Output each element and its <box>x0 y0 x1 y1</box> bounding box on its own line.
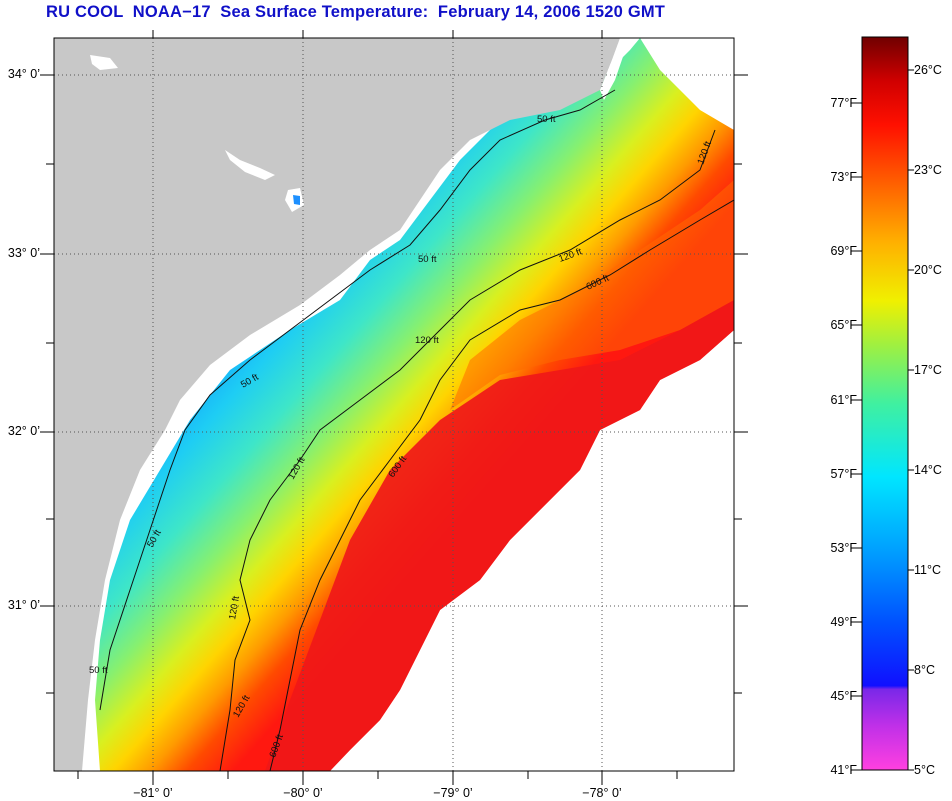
lat-label: 32° 0’ <box>7 424 40 438</box>
colorbar-f-label: 49°F <box>830 615 857 629</box>
colorbar-ramp <box>861 36 909 771</box>
colorbar-c-label: 23°C <box>914 163 942 177</box>
contour-120ft <box>219 129 716 771</box>
axis-ticks <box>40 30 748 785</box>
colorbar-c-label: 26°C <box>914 63 942 77</box>
land <box>54 38 620 771</box>
colorbar-f-label: 61°F <box>830 393 857 407</box>
colorbar-f-label: 73°F <box>830 170 857 184</box>
colorbar-f-label: 41°F <box>830 763 857 777</box>
colorbar-c-label: 20°C <box>914 263 942 277</box>
sst-field <box>95 38 734 771</box>
contour-label: 120 ft <box>415 335 439 346</box>
lat-label: 33° 0’ <box>7 246 40 260</box>
graticule <box>54 38 734 771</box>
colorbar-c-label: 14°C <box>914 463 942 477</box>
lon-label: −80° 0’ <box>283 786 323 800</box>
colorbar-c-label: 17°C <box>914 363 942 377</box>
colorbar-f-label: 77°F <box>830 96 857 110</box>
colorbar-f-label: 53°F <box>830 541 857 555</box>
colorbar-f-label: 69°F <box>830 244 857 258</box>
contour-600ft <box>269 199 734 771</box>
lat-label: 34° 0’ <box>7 67 40 81</box>
colorbar-c-label: 5°C <box>914 763 935 777</box>
contour-50ft <box>99 89 616 711</box>
colorbar-f-label: 57°F <box>830 467 857 481</box>
colorbar-c-label: 11°C <box>914 563 942 577</box>
contour-label: 120 ft <box>227 595 242 621</box>
lon-label: −81° 0’ <box>133 786 173 800</box>
lon-label: −78° 0’ <box>582 786 622 800</box>
lat-label: 31° 0’ <box>7 598 40 612</box>
map-title: RU COOL NOAA−17 Sea Surface Temperature:… <box>46 3 666 21</box>
contour-label: 50 ft <box>89 665 108 676</box>
isobaths <box>99 89 734 771</box>
plot-frame <box>53 37 735 772</box>
contour-label: 50 ft <box>537 114 556 125</box>
colorbar-f-label: 65°F <box>830 318 857 332</box>
contour-label: 50 ft <box>418 254 437 265</box>
colorbar-c-label: 8°C <box>914 663 935 677</box>
lon-label: −79° 0’ <box>433 786 473 800</box>
colorbar-f-label: 45°F <box>830 689 857 703</box>
gulf-stream <box>265 300 734 771</box>
